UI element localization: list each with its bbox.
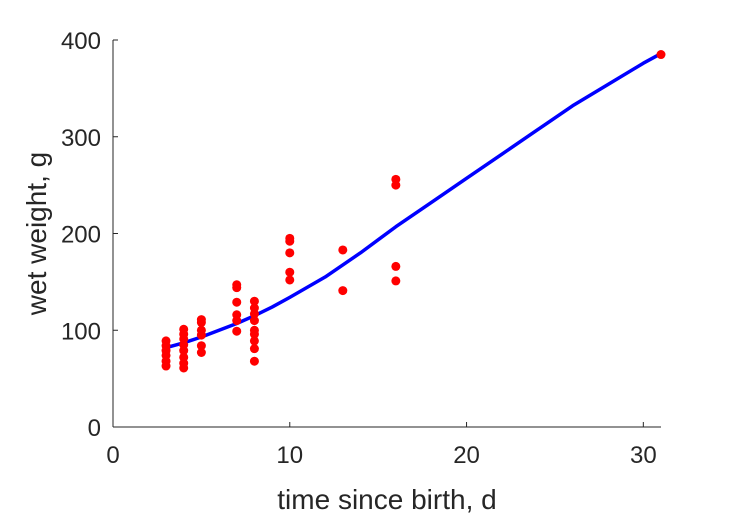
data-point [285, 275, 295, 285]
data-point [391, 261, 401, 271]
y-tick-label: 400 [61, 28, 101, 55]
x-tick-label: 20 [453, 442, 480, 469]
data-point [338, 245, 348, 255]
x-tick-label: 10 [276, 442, 303, 469]
fit-line-layer [164, 51, 663, 350]
data-point [249, 303, 259, 313]
data-point [249, 356, 259, 366]
data-point [285, 248, 295, 258]
data-point [249, 344, 259, 354]
data-point [196, 315, 206, 325]
data-point [196, 325, 206, 335]
x-tick-label: 0 [106, 442, 119, 469]
data-point [338, 286, 348, 296]
points-layer [161, 50, 666, 373]
data-point [249, 316, 259, 326]
data-point [249, 296, 259, 306]
data-point [656, 50, 666, 60]
data-point [285, 233, 295, 243]
y-tick-label: 200 [61, 222, 101, 249]
data-point [232, 310, 242, 320]
y-axis-title: wet weight, g [21, 152, 52, 316]
data-point [196, 348, 206, 358]
data-point [232, 297, 242, 307]
x-ticks: 0 10 20 30 [106, 422, 657, 469]
data-point [179, 324, 189, 334]
data-point [196, 341, 206, 351]
data-point [232, 280, 242, 290]
x-axis-title: time since birth, d [277, 484, 496, 515]
y-tick-label: 0 [88, 415, 101, 442]
y-tick-label: 100 [61, 318, 101, 345]
y-ticks: 0 100 200 300 400 [61, 28, 118, 442]
data-point [249, 336, 259, 346]
data-point [161, 336, 171, 346]
data-point [285, 267, 295, 277]
fit-line [164, 51, 663, 350]
data-point [232, 326, 242, 336]
data-point [249, 325, 259, 335]
y-tick-label: 300 [61, 125, 101, 152]
data-point [179, 352, 189, 362]
x-tick-label: 30 [630, 442, 657, 469]
data-point [391, 174, 401, 184]
data-point [391, 276, 401, 286]
